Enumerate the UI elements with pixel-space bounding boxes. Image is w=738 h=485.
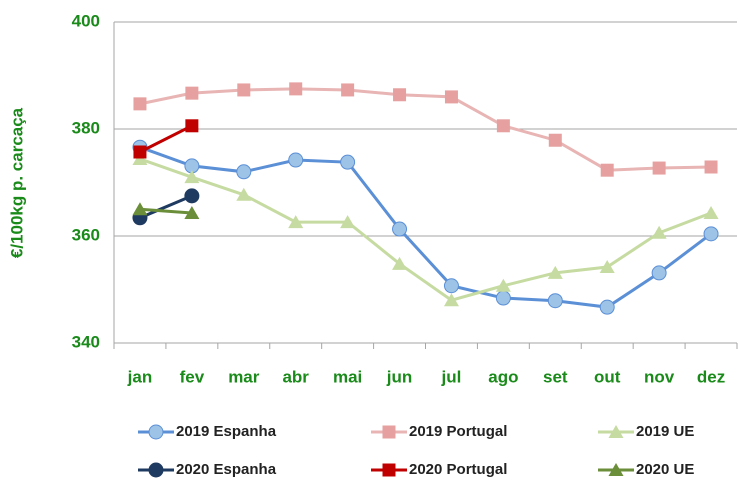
legend-label: 2019 Portugal [409, 423, 507, 440]
data-point [133, 145, 147, 159]
data-point [341, 83, 355, 97]
x-tick-label: mai [333, 367, 362, 386]
x-tick-label: ago [488, 367, 518, 386]
data-point [495, 278, 511, 292]
legend-label: 2019 Espanha [176, 423, 277, 440]
data-point [547, 293, 563, 309]
data-point [651, 265, 667, 281]
legend-label: 2020 UE [636, 461, 694, 478]
data-point [184, 188, 200, 204]
data-point [599, 260, 615, 274]
data-point [496, 119, 510, 133]
data-point [133, 97, 147, 111]
x-tick-label: mar [228, 367, 260, 386]
x-tick-label: jul [441, 367, 462, 386]
data-point [652, 161, 666, 175]
data-point [703, 226, 719, 242]
data-point [704, 160, 718, 174]
data-point [443, 293, 459, 307]
y-tick-label: 380 [72, 118, 100, 137]
series-line [139, 145, 712, 309]
legend-label: 2020 Espanha [176, 461, 277, 478]
x-tick-label: fev [180, 367, 205, 386]
series-line [139, 157, 712, 302]
data-point [288, 215, 304, 229]
series-line [139, 194, 193, 220]
data-point [289, 82, 303, 96]
x-tick-label: jun [386, 367, 413, 386]
legend-marker [382, 463, 396, 477]
data-point [185, 86, 199, 100]
x-tick-label: jan [127, 367, 153, 386]
legend-label: 2020 Portugal [409, 461, 507, 478]
data-point [703, 205, 719, 219]
y-tick-label: 360 [72, 225, 100, 244]
legend-marker [608, 463, 624, 476]
data-point [495, 290, 511, 306]
legend-marker [608, 425, 624, 438]
legend-label: 2019 UE [636, 423, 694, 440]
data-point [444, 90, 458, 104]
series-line [139, 87, 712, 172]
x-tick-label: abr [282, 367, 309, 386]
series-line [139, 207, 192, 215]
legend-marker [148, 424, 164, 440]
data-point [547, 265, 563, 279]
legend-marker [148, 462, 164, 478]
series-line [139, 124, 193, 154]
y-axis-title: €/100kg p. carcaça [7, 107, 26, 258]
data-point [392, 256, 408, 270]
data-point [236, 187, 252, 201]
data-point [288, 152, 304, 168]
data-point [132, 202, 148, 216]
data-point [548, 133, 562, 147]
legend-marker [382, 425, 396, 439]
data-point [340, 215, 356, 229]
data-point [392, 221, 408, 237]
x-tick-label: out [594, 367, 621, 386]
x-tick-label: set [543, 367, 568, 386]
data-point [185, 119, 199, 133]
y-tick-label: 340 [72, 332, 100, 351]
data-point [184, 170, 200, 184]
x-tick-label: dez [697, 367, 725, 386]
x-tick-label: nov [644, 367, 675, 386]
data-point [237, 83, 251, 97]
data-point [600, 163, 614, 177]
data-point [599, 299, 615, 315]
data-point [184, 205, 200, 219]
y-tick-label: 400 [72, 11, 100, 30]
data-point [443, 278, 459, 294]
data-point [651, 225, 667, 239]
data-point [393, 88, 407, 102]
data-point [340, 154, 356, 170]
data-point [236, 164, 252, 180]
